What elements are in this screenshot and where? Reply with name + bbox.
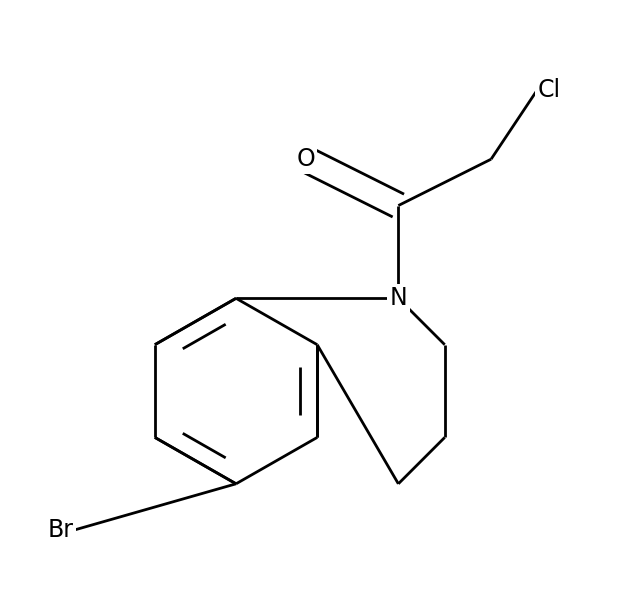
Text: Br: Br (48, 518, 73, 542)
Text: Cl: Cl (537, 77, 561, 102)
Text: N: N (389, 286, 407, 310)
Text: O: O (296, 147, 315, 171)
